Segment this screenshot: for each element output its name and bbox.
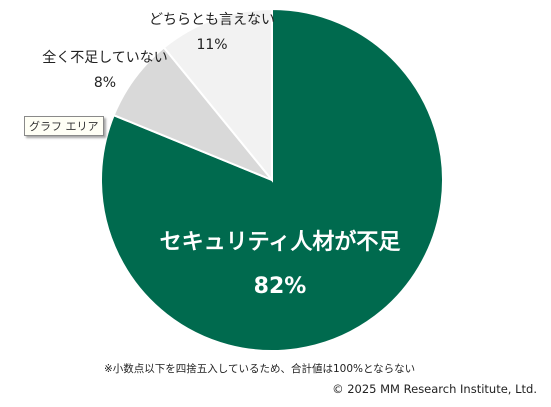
slice-label-shortage: セキュリティ人材が不足 82%	[120, 228, 440, 301]
slice-value-no-shortage: 8%	[93, 74, 117, 91]
slice-value-neither: 11%	[196, 36, 228, 53]
slice-label-no-shortage: 全く不足していない 8%	[20, 49, 190, 93]
copyright: © 2025 MM Research Institute, Ltd.	[332, 382, 537, 396]
pie-slice-neither	[162, 7, 273, 183]
slice-name-shortage: セキュリティ人材が不足	[159, 230, 401, 255]
slice-value-shortage: 82%	[253, 273, 307, 299]
chart-area-tooltip: グラフ エリア	[24, 116, 104, 136]
slice-name-neither: どちらとも言えない	[149, 12, 275, 28]
slice-name-no-shortage: 全く不足していない	[42, 50, 168, 66]
slice-label-neither: どちらとも言えない 11%	[137, 11, 287, 55]
footnote: ※小数点以下を四捨五入しているため、合計値は100%とならない	[104, 363, 416, 375]
